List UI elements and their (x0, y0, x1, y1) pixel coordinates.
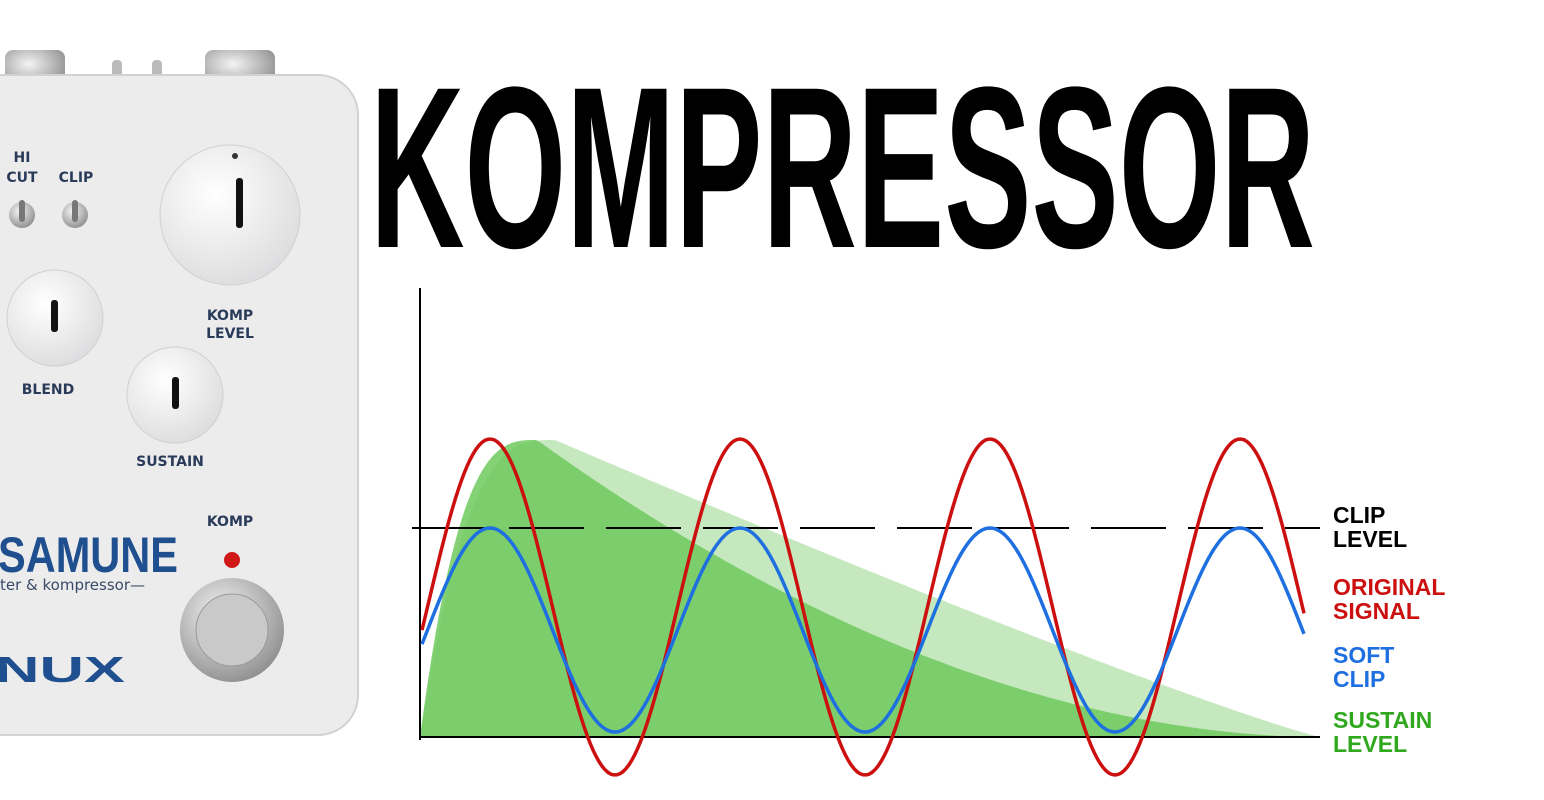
pedal-label: SUSTAIN (136, 454, 204, 470)
legend-label: SIGNAL (1333, 598, 1420, 624)
legend-label: LEVEL (1333, 526, 1407, 552)
pedal-label: CLIP (59, 170, 94, 186)
legend-label: SUSTAIN (1333, 707, 1432, 733)
title: KOMPRESSOR (370, 39, 1315, 296)
pedal: HI CUT CLIP KOMP LEVEL BLEND SUSTAIN KOM… (0, 50, 359, 736)
pedal-label: KOMP (207, 308, 253, 324)
pedal-name: SAMUNE (0, 527, 178, 583)
pedal-subtitle: ter & kompressor— (0, 576, 145, 594)
legend-label: SOFT (1333, 642, 1394, 668)
pedal-label: HI (14, 150, 31, 166)
pedal-label: CUT (6, 170, 38, 186)
pedal-label: KOMP (207, 514, 253, 530)
soft-clip (420, 526, 1306, 734)
pedal-label: LEVEL (206, 326, 254, 342)
diagram (412, 288, 1320, 777)
sustain-area (420, 440, 1320, 737)
pedal-label: BLEND (22, 382, 75, 398)
legend-label: CLIP (1333, 502, 1385, 528)
pedal-brand: NUX (0, 649, 125, 690)
legend-label: ORIGINAL (1333, 574, 1445, 600)
legend-label: LEVEL (1333, 731, 1407, 757)
legend-label: CLIP (1333, 666, 1385, 692)
